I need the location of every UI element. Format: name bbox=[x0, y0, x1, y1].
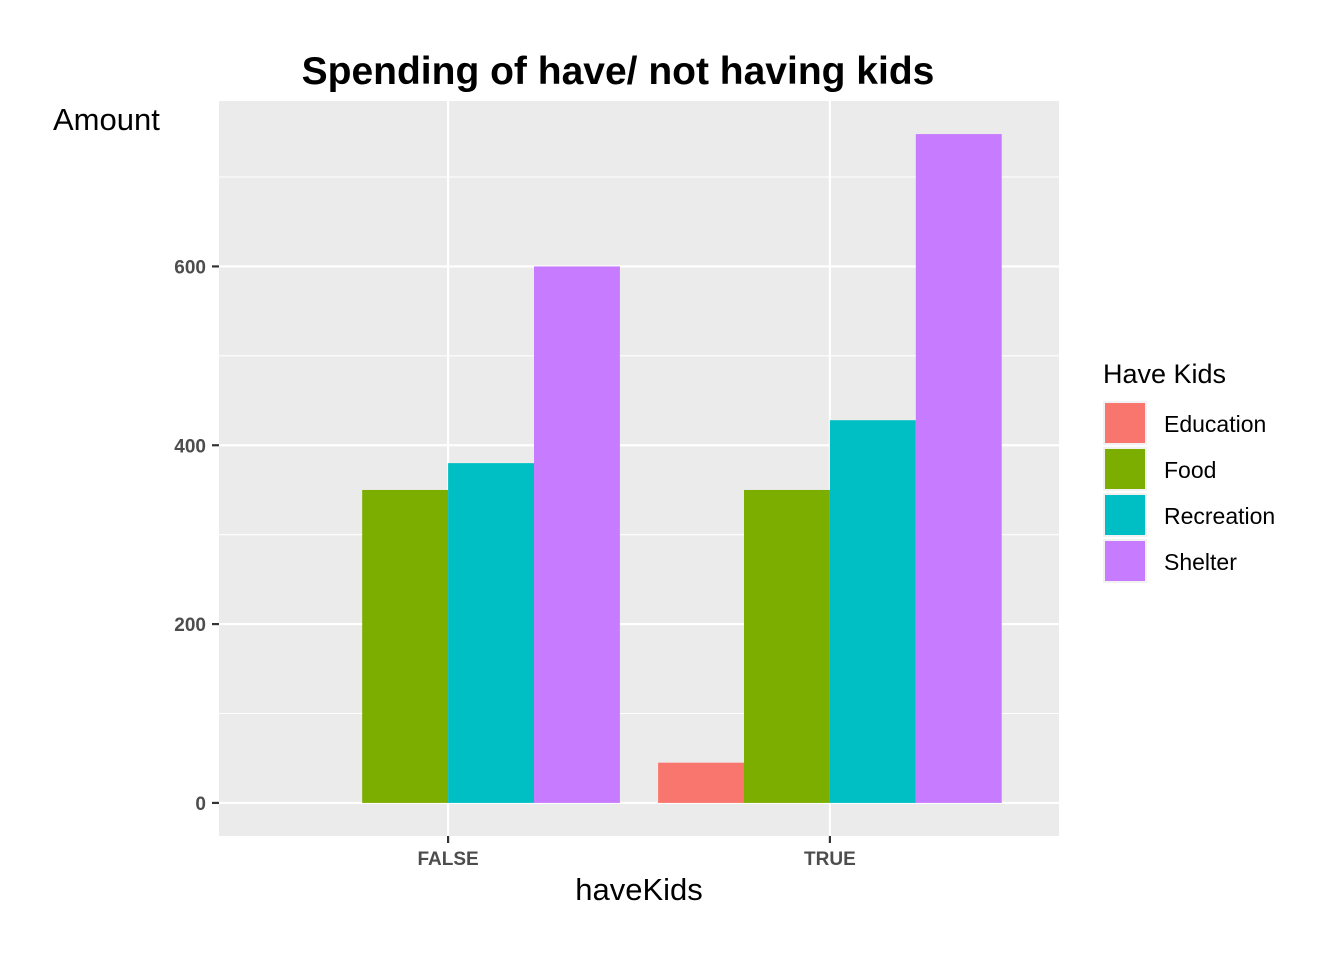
y-tick-label: 200 bbox=[174, 615, 206, 636]
legend-swatch-food bbox=[1105, 449, 1145, 489]
y-axis: 0 200 400 600 bbox=[174, 257, 219, 815]
legend-item: Food bbox=[1103, 447, 1216, 491]
bar-food-false bbox=[362, 489, 449, 803]
legend-swatch-shelter bbox=[1105, 541, 1145, 581]
legend-label: Shelter bbox=[1164, 549, 1237, 575]
legend-label: Food bbox=[1164, 457, 1216, 483]
y-tick-label: 400 bbox=[174, 436, 206, 457]
chart-title: Spending of have/ not having kids bbox=[302, 50, 935, 93]
x-tick-label: TRUE bbox=[804, 849, 856, 870]
legend-label: Education bbox=[1164, 411, 1266, 437]
legend: Have Kids Education Food Recreation Shelter bbox=[1103, 359, 1275, 583]
y-tick-label: 600 bbox=[174, 257, 206, 278]
legend-label: Recreation bbox=[1164, 503, 1275, 529]
legend-item: Shelter bbox=[1103, 539, 1237, 583]
bar-education-true bbox=[658, 762, 744, 803]
y-axis-title: Amount bbox=[53, 102, 160, 137]
bar-shelter-false bbox=[534, 266, 620, 803]
legend-swatch-recreation bbox=[1105, 495, 1145, 535]
bar-recreation-false bbox=[448, 463, 534, 803]
y-tick-label: 0 bbox=[195, 794, 206, 815]
legend-swatch-education bbox=[1105, 403, 1145, 443]
legend-item: Recreation bbox=[1103, 493, 1275, 537]
bar-shelter-true bbox=[915, 134, 1002, 803]
legend-title: Have Kids bbox=[1103, 359, 1226, 389]
legend-items: Education Food Recreation Shelter bbox=[1103, 401, 1275, 583]
bar-recreation-true bbox=[829, 420, 916, 803]
bar-food-true bbox=[744, 489, 830, 803]
legend-item: Education bbox=[1103, 401, 1266, 445]
x-axis-title: haveKids bbox=[575, 872, 703, 907]
x-tick-label: FALSE bbox=[417, 849, 478, 870]
x-axis: FALSE TRUE bbox=[417, 836, 856, 870]
bars-group bbox=[362, 134, 1002, 803]
